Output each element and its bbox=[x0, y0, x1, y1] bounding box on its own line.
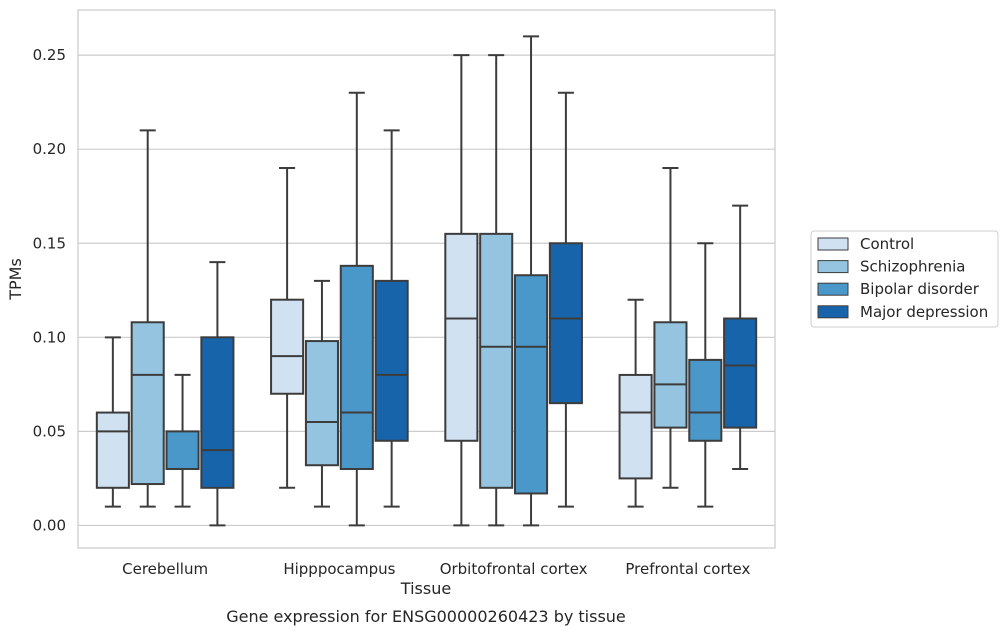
legend-label: Control bbox=[860, 235, 914, 253]
chart-caption: Gene expression for ENSG00000260423 by t… bbox=[226, 607, 626, 626]
box-orbitofrontal-cortex bbox=[479, 54, 514, 527]
legend-label: Major depression bbox=[860, 303, 988, 321]
iqr-box bbox=[444, 232, 479, 442]
iqr-box bbox=[548, 242, 583, 405]
iqr-box bbox=[130, 321, 165, 486]
y-tick-label: 0.10 bbox=[33, 328, 66, 346]
box-cerebellum bbox=[130, 129, 165, 508]
y-axis-label: TPMs bbox=[6, 258, 25, 301]
legend-swatch bbox=[817, 237, 849, 251]
legend-frame bbox=[810, 230, 999, 328]
x-tick-label: Cerebellum bbox=[122, 560, 208, 578]
box-orbitofrontal-cortex bbox=[548, 91, 583, 508]
box-orbitofrontal-cortex bbox=[514, 35, 549, 527]
legend-label: Schizophrenia bbox=[860, 258, 965, 276]
series-schizophrenia bbox=[130, 54, 688, 527]
iqr-box bbox=[479, 232, 514, 489]
box-cerebellum bbox=[165, 373, 200, 508]
box-cerebellum bbox=[200, 261, 235, 527]
y-tick-label: 0.25 bbox=[33, 46, 66, 64]
iqr-box bbox=[304, 340, 339, 467]
legend-label: Bipolar disorder bbox=[860, 280, 980, 298]
legend: Control Schizophrenia Bipolar disorder Majo… bbox=[810, 230, 999, 328]
y-tick-label: 0.20 bbox=[33, 140, 66, 158]
y-tick-label: 0.15 bbox=[33, 234, 66, 252]
iqr-box bbox=[688, 358, 723, 442]
box-hipppocampus bbox=[270, 167, 305, 489]
iqr-box bbox=[200, 336, 235, 489]
series-bipolar-disorder bbox=[165, 35, 723, 527]
iqr-box bbox=[374, 279, 409, 442]
iqr-box bbox=[339, 264, 374, 470]
x-tick-label: Prefrontal cortex bbox=[625, 560, 750, 578]
box-orbitofrontal-cortex bbox=[444, 54, 479, 527]
box-prefrontal-cortex bbox=[653, 167, 688, 489]
iqr-box bbox=[165, 430, 200, 470]
iqr-box bbox=[653, 321, 688, 429]
box-hipppocampus bbox=[339, 91, 374, 527]
series-control bbox=[95, 54, 653, 527]
plot-frame bbox=[77, 9, 776, 549]
box-prefrontal-cortex bbox=[723, 204, 758, 470]
box-cerebellum bbox=[95, 336, 130, 508]
box-hipppocampus bbox=[374, 129, 409, 508]
iqr-box bbox=[95, 411, 130, 489]
legend-swatch bbox=[817, 282, 849, 296]
legend-swatch bbox=[817, 305, 849, 319]
box-prefrontal-cortex bbox=[618, 298, 653, 508]
x-tick-label: Hipppocampus bbox=[283, 560, 395, 578]
legend-swatch bbox=[817, 260, 849, 274]
y-tick-label: 0.05 bbox=[33, 422, 66, 440]
box-series bbox=[95, 35, 758, 527]
series-major-depression bbox=[200, 91, 758, 527]
x-tick-label: Orbitofrontal cortex bbox=[440, 560, 588, 578]
iqr-box bbox=[723, 317, 758, 429]
box-hipppocampus bbox=[304, 279, 339, 508]
iqr-box bbox=[270, 298, 305, 395]
x-tick-labels: Cerebellum Hipppocampus Orbitofrontal cort… bbox=[122, 560, 750, 578]
x-axis-label: Tissue bbox=[400, 579, 451, 598]
y-tick-labels: 0.00 0.05 0.10 0.15 0.20 0.25 bbox=[33, 46, 66, 534]
iqr-box bbox=[514, 274, 549, 495]
box-prefrontal-cortex bbox=[688, 242, 723, 508]
iqr-box bbox=[618, 373, 653, 480]
y-tick-label: 0.00 bbox=[33, 516, 66, 534]
